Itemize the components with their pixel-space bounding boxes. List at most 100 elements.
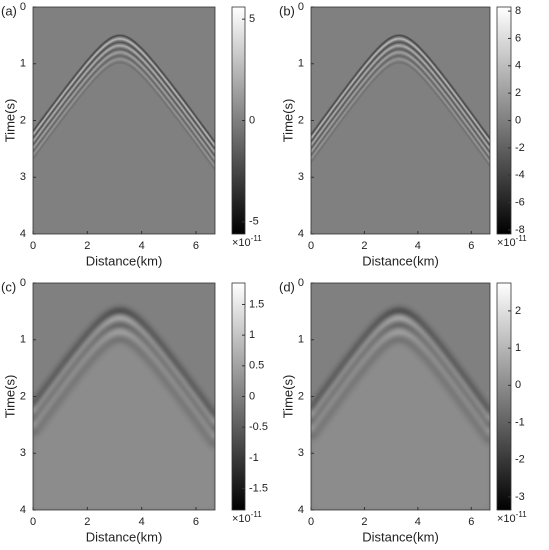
wavefront bbox=[311, 335, 490, 445]
wavefront bbox=[311, 41, 490, 146]
wavefront bbox=[311, 55, 490, 160]
colorbar-tick-label: 2 bbox=[515, 87, 521, 99]
panel: 0 2 4 601234Distance(km)Time(s)(a)-505×10-1… bbox=[1, 1, 262, 269]
wavefront bbox=[33, 58, 215, 167]
wavefront bbox=[33, 321, 215, 435]
y-tick-label: 4 bbox=[20, 504, 26, 516]
colorbar-tick-label: -8 bbox=[515, 224, 525, 236]
y-axis-label: Time(s) bbox=[2, 99, 17, 143]
colorbar-tick-label: -1 bbox=[515, 416, 525, 428]
y-tick-label: 1 bbox=[20, 58, 26, 70]
y-tick-label: 2 bbox=[20, 390, 26, 402]
y-tick-label: 3 bbox=[20, 171, 26, 183]
wavefront bbox=[311, 38, 490, 143]
y-tick-label: 4 bbox=[298, 228, 304, 240]
colorbar-tick-label: 1 bbox=[249, 329, 255, 341]
colorbar-tick-label: 5 bbox=[249, 13, 255, 25]
x-tick-label: 6 bbox=[193, 240, 199, 252]
panel: 0 2 4 601234Distance(km)Time(s)(d)-3-2-1012… bbox=[279, 277, 527, 545]
y-tick-label: 1 bbox=[20, 334, 26, 346]
colorbar-tick-label: 0 bbox=[515, 379, 521, 391]
x-tick-label: 2 bbox=[361, 240, 367, 252]
y-tick-label: 1 bbox=[298, 334, 304, 346]
y-axis-label: Time(s) bbox=[280, 375, 295, 419]
colorbar-tick-label: 1 bbox=[515, 342, 521, 354]
wavefront bbox=[311, 34, 490, 140]
colorbar-tick-label: 0 bbox=[249, 390, 255, 402]
colorbar-multiplier: ×10-11 bbox=[497, 510, 527, 525]
colorbar-tick-label: 4 bbox=[515, 60, 521, 72]
x-tick-label: 2 bbox=[84, 240, 90, 252]
wavefront bbox=[33, 38, 215, 147]
y-tick-label: 3 bbox=[20, 447, 26, 459]
x-tick-label: 0 bbox=[30, 240, 36, 252]
wavefront bbox=[311, 314, 490, 424]
wavefront bbox=[33, 62, 215, 171]
wavefront bbox=[311, 307, 490, 417]
y-tick-label: 2 bbox=[20, 114, 26, 126]
x-tick-label: 0 bbox=[30, 516, 36, 528]
y-tick-label: 2 bbox=[298, 390, 304, 402]
colorbar-tick-label: -5 bbox=[249, 216, 259, 228]
wavefront bbox=[33, 51, 215, 160]
x-tick-label: 0 bbox=[308, 516, 314, 528]
x-axis-label: Distance(km) bbox=[86, 529, 163, 544]
seismic-image bbox=[311, 283, 490, 510]
multiplier-base: ×10 bbox=[497, 237, 516, 249]
colorbar-tick-label: 0 bbox=[515, 114, 521, 126]
wavefront bbox=[33, 48, 215, 157]
multiplier-base: ×10 bbox=[232, 513, 251, 525]
x-axis-label: Distance(km) bbox=[362, 253, 439, 268]
y-tick-label: 2 bbox=[298, 114, 304, 126]
colorbar-tick-label: 0.5 bbox=[249, 360, 264, 372]
colorbar-tick-label: 1.5 bbox=[249, 298, 264, 310]
x-tick-label: 4 bbox=[139, 516, 145, 528]
y-tick-label: 0 bbox=[298, 1, 304, 13]
y-axis-label: Time(s) bbox=[2, 375, 17, 419]
y-tick-label: 0 bbox=[20, 277, 26, 289]
image-background bbox=[33, 7, 215, 234]
wavefront bbox=[311, 58, 490, 163]
y-tick-label: 1 bbox=[298, 58, 304, 70]
x-axis-label: Distance(km) bbox=[86, 253, 163, 268]
wavefront bbox=[33, 41, 215, 150]
panel: 0 2 4 601234Distance(km)Time(s)(c)-1.5-1-0.… bbox=[1, 277, 268, 545]
wavefront bbox=[33, 328, 215, 441]
panel-label: (b) bbox=[279, 3, 295, 18]
wavefront bbox=[33, 314, 215, 428]
colorbar-tick-label: -6 bbox=[515, 196, 525, 208]
multiplier-base: ×10 bbox=[497, 513, 516, 525]
panel-label: (a) bbox=[1, 3, 17, 18]
colorbar-tick-label: -2 bbox=[515, 142, 525, 154]
x-tick-label: 2 bbox=[361, 516, 367, 528]
wavefront bbox=[311, 328, 490, 438]
seismic-image bbox=[311, 7, 490, 234]
x-tick-label: 6 bbox=[468, 516, 474, 528]
colorbar-tick-label: -4 bbox=[515, 169, 525, 181]
seismic-image bbox=[33, 283, 215, 510]
wavefront bbox=[33, 34, 215, 143]
colorbar-multiplier: ×10-11 bbox=[232, 510, 262, 525]
wavefront bbox=[311, 321, 490, 431]
y-tick-label: 0 bbox=[20, 1, 26, 13]
x-tick-label: 0 bbox=[308, 240, 314, 252]
multiplier-exponent: -11 bbox=[516, 234, 528, 243]
seismic-image bbox=[33, 7, 215, 234]
multiplier-exponent: -11 bbox=[251, 510, 263, 519]
colorbar-tick-label: -2 bbox=[515, 454, 525, 466]
multiplier-exponent: -11 bbox=[516, 510, 528, 519]
colorbar-multiplier: ×10-11 bbox=[497, 234, 527, 249]
multiplier-base: ×10 bbox=[232, 237, 251, 249]
colorbar bbox=[496, 282, 512, 511]
wavefront bbox=[311, 51, 490, 157]
colorbar-tick-label: -0.5 bbox=[249, 421, 268, 433]
colorbar-tick-label: -3 bbox=[515, 491, 525, 503]
x-tick-label: 4 bbox=[139, 240, 145, 252]
colorbar-tick-label: 6 bbox=[515, 32, 521, 44]
y-tick-label: 0 bbox=[298, 277, 304, 289]
panel-label: (d) bbox=[279, 279, 295, 294]
colorbar-tick-label: 0 bbox=[249, 114, 255, 126]
y-tick-label: 4 bbox=[20, 228, 26, 240]
wavefront bbox=[33, 55, 215, 164]
